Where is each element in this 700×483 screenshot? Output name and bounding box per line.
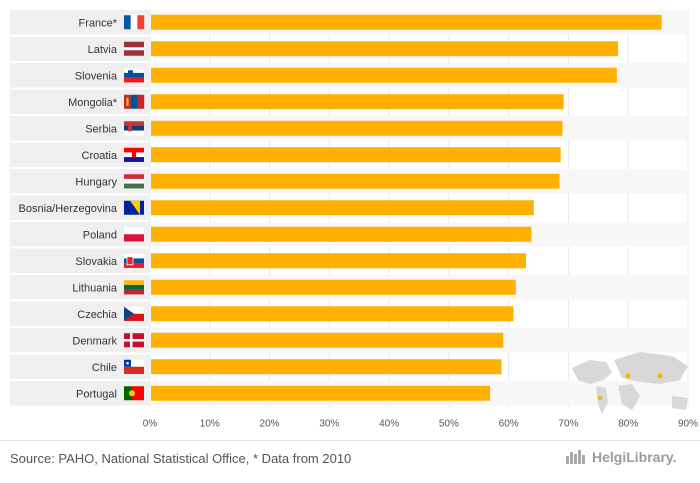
bar (151, 385, 491, 401)
slovakia-flag-icon (124, 253, 144, 268)
bar-chart: France* Latvia Slovenia Mongolia* Serbia Croa… (10, 10, 698, 430)
bar (151, 306, 514, 322)
bar (151, 41, 619, 57)
category-label: Poland (83, 229, 117, 241)
x-tick-label: 80% (618, 419, 638, 430)
category-label: Hungary (75, 176, 117, 188)
bar (151, 120, 563, 136)
brand-logo: HelgiLibrary. (566, 449, 677, 465)
croatia-flag-icon (124, 147, 144, 162)
category-label: Croatia (82, 150, 118, 162)
chart-row: Mongolia* (10, 89, 564, 114)
serbia-flag-icon (124, 121, 144, 136)
x-tick-label: 0% (143, 419, 158, 430)
denmark-flag-icon (124, 333, 144, 348)
category-label: Serbia (85, 123, 118, 135)
x-tick-label: 20% (260, 419, 280, 430)
x-tick-label: 40% (379, 419, 399, 430)
bar (151, 200, 534, 216)
x-tick-label: 10% (200, 419, 220, 430)
category-label: Czechia (77, 309, 118, 321)
chart-row: Poland (10, 222, 688, 247)
latvia-flag-icon (124, 41, 144, 56)
france-flag-icon (124, 15, 145, 30)
x-tick-label: 70% (558, 419, 578, 430)
chart-row: Croatia (10, 142, 561, 167)
bar (151, 94, 564, 110)
chart-row: Czechia (10, 301, 514, 326)
chart-row: Serbia (10, 116, 688, 141)
category-label: Bosnia/Herzegovina (19, 203, 118, 215)
bar (151, 253, 527, 269)
chart-row: Portugal (10, 381, 688, 406)
category-label: France* (78, 17, 117, 29)
x-axis-ticks: 0% 10% 20% 30% 40% 50% 60% 70% 80% 90% (143, 419, 698, 430)
bar (151, 147, 561, 163)
category-label: Mongolia* (68, 97, 118, 109)
chart-row: Slovakia (10, 248, 527, 273)
poland-flag-icon (124, 227, 144, 242)
category-label: Chile (92, 362, 117, 374)
chart-row: Bosnia/Herzegovina (10, 195, 534, 220)
czechia-flag-icon (124, 306, 144, 321)
hungary-flag-icon (124, 174, 144, 189)
slovenia-flag-icon (124, 68, 144, 83)
chart-row: Hungary (10, 169, 688, 194)
chile-flag-icon (124, 359, 144, 374)
footer-divider (0, 440, 700, 441)
chart-rows: France* Latvia Slovenia Mongolia* Serbia Croa… (10, 10, 688, 406)
world-map-watermark (572, 352, 688, 414)
x-tick-label: 60% (499, 419, 519, 430)
bar (151, 173, 560, 189)
mongolia-flag-icon (124, 94, 145, 109)
bar (151, 14, 662, 30)
bar (151, 67, 617, 83)
bar (151, 226, 532, 242)
category-label: Slovakia (75, 256, 117, 268)
library-logo-icon (566, 450, 588, 464)
chart-row: Lithuania (10, 275, 688, 300)
brand-name: HelgiLibrary. (592, 449, 677, 465)
portugal-flag-icon (124, 386, 144, 401)
category-label: Denmark (72, 335, 117, 347)
chart-row: Slovenia (10, 63, 688, 88)
source-note: Source: PAHO, National Statistical Offic… (10, 451, 352, 466)
chart-row: Latvia (10, 36, 619, 61)
chart-row: France* (10, 10, 688, 35)
bar (151, 279, 516, 295)
category-label: Lithuania (72, 282, 118, 294)
chart-row: Chile (10, 354, 502, 379)
x-tick-label: 50% (439, 419, 459, 430)
bosnia-herzegovina-flag-icon (124, 200, 144, 215)
category-label: Slovenia (75, 70, 118, 82)
bar (151, 359, 502, 375)
category-label: Portugal (76, 388, 117, 400)
lithuania-flag-icon (124, 280, 144, 295)
x-tick-label: 90% (678, 419, 698, 430)
x-tick-label: 30% (319, 419, 339, 430)
chart-row: Denmark (10, 328, 688, 353)
category-label: Latvia (88, 44, 118, 56)
bar (151, 332, 504, 348)
